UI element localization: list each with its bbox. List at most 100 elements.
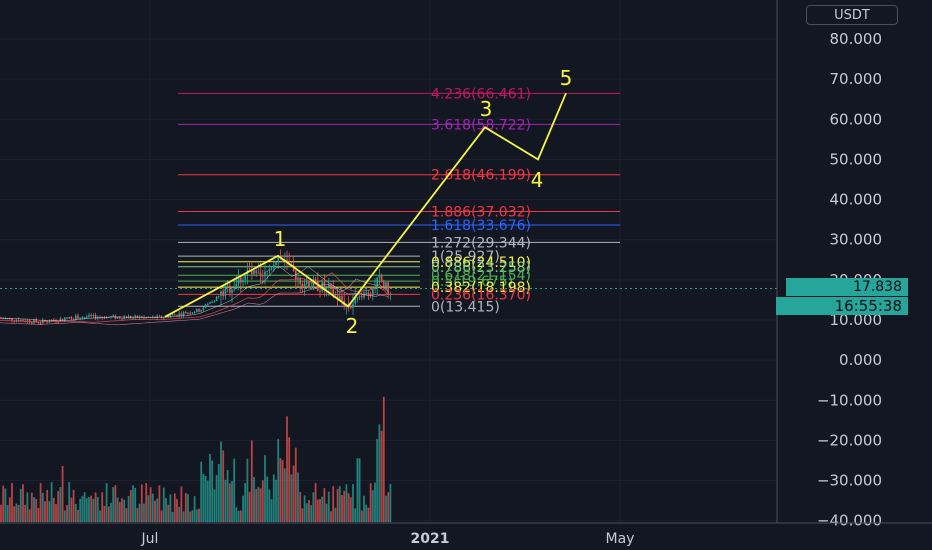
volume-bar — [272, 474, 275, 522]
candle-body — [211, 302, 213, 304]
candle-body — [94, 314, 97, 319]
volume-bar — [312, 492, 315, 522]
volume-bar — [261, 480, 264, 522]
candle-body — [295, 270, 297, 280]
volume-bar — [57, 491, 60, 522]
price-axis[interactable]: 80.00070.00060.00050.00040.00030.00020.0… — [776, 0, 883, 530]
volume-bar — [77, 509, 79, 522]
volume-bar — [268, 489, 271, 522]
candle-body — [92, 314, 95, 317]
candle-body — [251, 270, 253, 274]
candle-body — [301, 284, 304, 287]
volume-bar — [26, 492, 29, 522]
candle-body — [200, 309, 202, 312]
volume-bar — [354, 508, 357, 522]
moving-average-line — [0, 272, 389, 323]
candle-body — [204, 304, 207, 308]
candle-body — [22, 319, 24, 321]
volume-bar — [140, 484, 143, 522]
currency-button[interactable]: USDT — [806, 5, 898, 25]
candle-body — [255, 270, 257, 273]
volume-bar — [378, 424, 381, 522]
volume-bar — [321, 496, 324, 522]
fibonacci-extension[interactable]: 4.236(66.461) 3.618(58.722) 2.618(46.199) 1… — [178, 86, 620, 315]
candle-body — [105, 316, 108, 319]
volume-bar — [299, 491, 302, 522]
candle-body — [39, 322, 42, 324]
candle-body — [103, 317, 106, 319]
volume-bar — [44, 501, 46, 522]
elliott-wave-drawing[interactable]: 1 2 3 4 5 — [164, 66, 572, 338]
candle-body — [235, 283, 238, 288]
volume-bar — [90, 495, 93, 522]
candle-body — [83, 317, 86, 319]
volume-bar — [121, 498, 123, 522]
chart-grid — [0, 0, 777, 522]
fib-level-label: 0.886(24.510) — [431, 255, 531, 271]
candle-body — [116, 316, 119, 319]
candle-body — [176, 314, 178, 316]
candle-body — [332, 285, 334, 295]
candle-body — [237, 277, 240, 284]
candle-body — [108, 316, 110, 318]
candle-body — [218, 295, 220, 297]
fib-level-label: 0.5(19.675) — [431, 274, 513, 290]
volume-bar — [367, 507, 370, 522]
volume-bar — [8, 497, 11, 522]
candle-body — [328, 284, 330, 287]
volume-bar — [209, 453, 211, 522]
volume-bar — [233, 458, 236, 522]
volume-bar — [114, 485, 117, 522]
volume-bar — [279, 458, 282, 522]
volume-bar — [68, 481, 71, 522]
volume-bar — [81, 496, 84, 522]
candle-body — [119, 316, 121, 319]
volume-bar — [154, 500, 156, 522]
candle-body — [207, 303, 209, 305]
candle-body — [123, 317, 125, 320]
candle-body — [319, 290, 321, 292]
volume-bar — [11, 482, 13, 522]
candle-body — [312, 278, 315, 287]
candle-body — [341, 296, 343, 301]
time-tick-label: May — [606, 531, 635, 547]
candle-body — [213, 300, 216, 303]
candle-body — [191, 312, 194, 314]
volume-bar — [149, 487, 152, 522]
volume-bar — [281, 460, 284, 522]
volume-bar — [101, 492, 104, 522]
candle-body — [361, 296, 363, 298]
fib-level-label: 3.618(58.722) — [431, 117, 531, 133]
volume-bar — [74, 503, 77, 522]
candle-body — [233, 287, 235, 290]
volume-bar — [160, 510, 163, 522]
fib-level-label: 0(13.415) — [431, 299, 500, 315]
volume-bar — [143, 503, 145, 522]
time-axis[interactable]: Jul 2021 May — [0, 522, 932, 547]
candle-body — [193, 311, 196, 313]
volume-bar — [206, 480, 209, 522]
candle-body — [378, 275, 381, 278]
candle-body — [152, 316, 154, 318]
fib-level-label: 2.618(46.199) — [431, 168, 531, 184]
candle-body — [68, 317, 70, 319]
fib-level-label: 0.236(16.370) — [431, 287, 531, 303]
candle-body — [317, 280, 319, 291]
candle-body — [266, 270, 268, 272]
fib-level-label: 0.382(18.198) — [431, 280, 531, 296]
volume-bar — [246, 458, 249, 522]
volume-bar — [294, 447, 297, 522]
volume-bar — [198, 508, 200, 522]
price-tick-label: −20.000 — [817, 431, 882, 449]
volume-bar — [235, 507, 238, 522]
volume-bar — [347, 493, 350, 522]
price-tick-label: 30.000 — [830, 231, 883, 249]
volume-bar — [24, 504, 27, 522]
candle-body — [79, 317, 81, 319]
volume-bar — [220, 441, 222, 522]
price-tick-label: −30.000 — [817, 472, 882, 490]
volume-bar — [193, 496, 196, 522]
volume-bar — [288, 437, 291, 522]
volume-bar — [250, 440, 253, 522]
